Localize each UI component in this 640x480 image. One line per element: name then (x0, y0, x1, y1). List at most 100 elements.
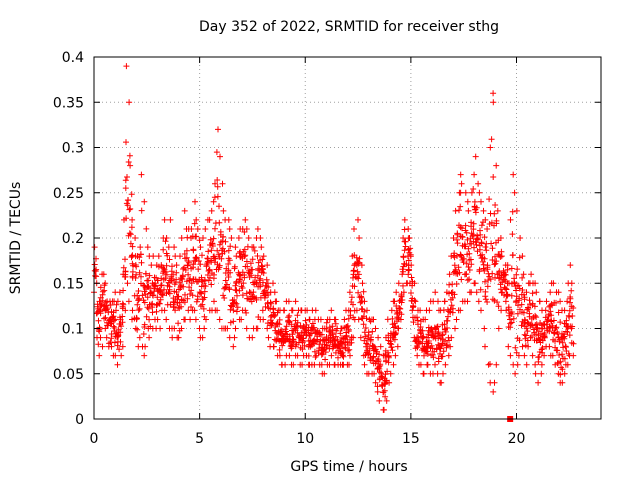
data-point (473, 241, 480, 248)
data-point (146, 272, 153, 279)
data-point (294, 324, 301, 331)
data-point (129, 268, 136, 275)
data-point (467, 256, 474, 263)
data-point (387, 370, 394, 377)
data-point (493, 361, 500, 368)
data-point (270, 343, 277, 350)
data-point (134, 301, 141, 308)
data-point (548, 312, 555, 319)
data-point (435, 329, 442, 336)
data-point (207, 236, 214, 243)
data-point (185, 271, 192, 278)
data-point (203, 263, 210, 270)
data-point (493, 220, 500, 227)
data-point (114, 361, 121, 368)
data-point (481, 325, 488, 332)
data-point (491, 210, 498, 217)
data-point (417, 361, 424, 368)
data-point (245, 235, 252, 241)
data-point (519, 253, 526, 260)
data-point (458, 180, 465, 187)
data-point (568, 339, 575, 346)
data-point (166, 290, 173, 297)
data-point (497, 253, 504, 260)
data-point (294, 312, 301, 319)
data-point (397, 316, 404, 323)
data-point (473, 204, 480, 211)
data-point (119, 300, 126, 307)
data-point (564, 329, 571, 335)
data-point (408, 274, 415, 281)
chart-title: Day 352 of 2022, SRMTID for receiver sth… (199, 19, 499, 35)
data-point (171, 244, 178, 251)
data-point (523, 332, 529, 339)
data-point (529, 352, 536, 359)
data-point (512, 370, 519, 377)
data-point (157, 296, 164, 303)
data-point (214, 307, 221, 314)
data-point (332, 320, 339, 327)
data-point (278, 327, 285, 334)
data-point (446, 271, 453, 278)
data-point (454, 240, 461, 247)
data-point (486, 273, 493, 280)
data-point (408, 262, 415, 269)
data-point (158, 291, 165, 298)
data-point (329, 323, 336, 330)
data-point (190, 264, 196, 271)
data-point (487, 144, 494, 151)
data-point (381, 406, 387, 413)
data-point (396, 305, 403, 311)
data-point (444, 325, 450, 331)
data-point (288, 321, 295, 328)
data-point (228, 235, 235, 241)
data-point (329, 345, 336, 352)
data-point (206, 216, 213, 223)
data-point (253, 279, 260, 286)
data-point (409, 307, 416, 314)
data-point (283, 323, 290, 330)
x-tick-label: 0 (90, 431, 99, 447)
data-point (157, 287, 164, 294)
data-point (214, 177, 221, 183)
data-point (455, 264, 462, 271)
data-point (569, 313, 576, 319)
data-point (166, 283, 173, 290)
data-point (101, 287, 108, 294)
data-point (519, 274, 526, 281)
data-point (570, 352, 577, 359)
y-tick-label: 0.3 (62, 141, 84, 157)
data-point (119, 343, 126, 350)
data-point (516, 337, 523, 344)
data-point (454, 231, 461, 238)
data-point (371, 370, 378, 377)
data-point (382, 358, 389, 365)
data-point (476, 189, 483, 196)
data-point (490, 99, 497, 106)
data-point (341, 316, 348, 323)
data-point (259, 256, 266, 263)
data-point (364, 335, 371, 342)
data-point (128, 224, 135, 231)
data-point (541, 330, 548, 336)
data-point (289, 307, 296, 314)
data-point (123, 63, 130, 70)
data-point (316, 341, 323, 348)
data-point (498, 307, 505, 314)
data-point (421, 352, 427, 359)
y-tick-label: 0.35 (53, 95, 84, 111)
data-point (422, 316, 429, 323)
data-point (99, 297, 106, 304)
data-point (230, 307, 237, 314)
data-point (132, 275, 139, 281)
data-point (169, 263, 175, 270)
data-point (561, 355, 568, 362)
data-point (125, 298, 132, 305)
data-point (426, 307, 433, 314)
data-point (351, 283, 358, 290)
data-point (530, 326, 537, 333)
data-point (492, 253, 498, 260)
data-point (339, 352, 346, 359)
data-point (153, 308, 160, 315)
